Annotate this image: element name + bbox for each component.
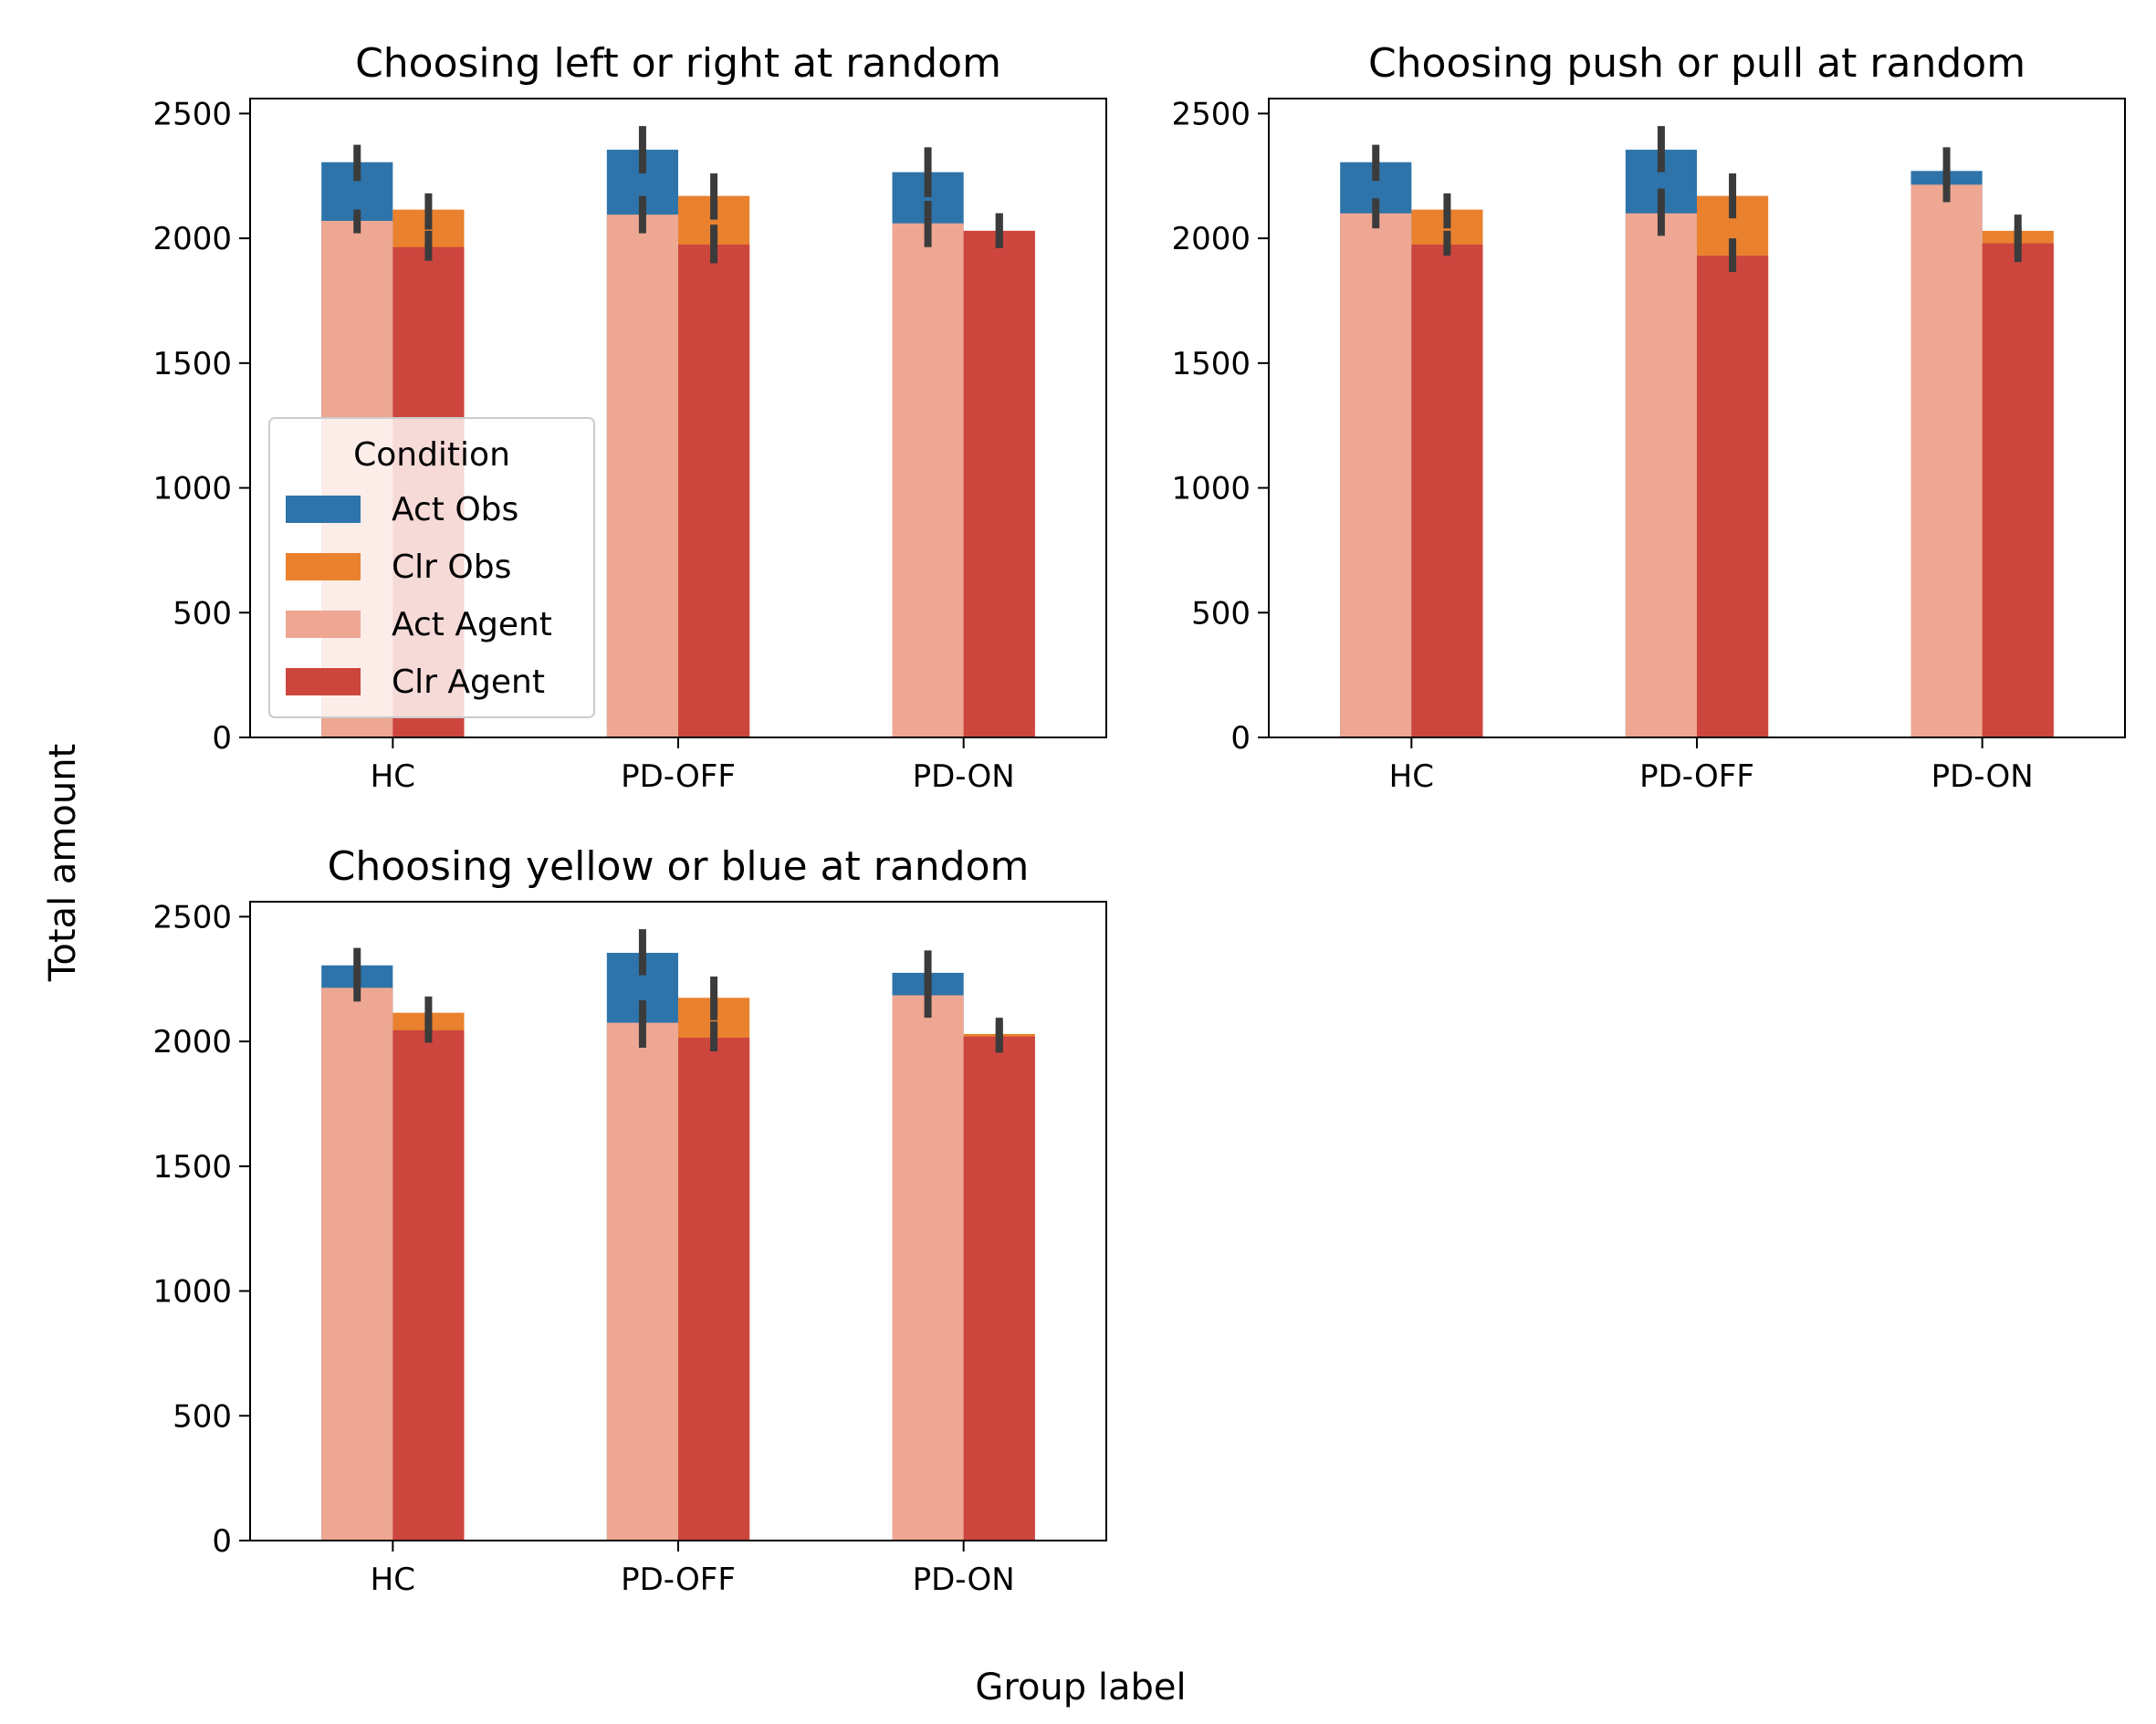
x-tick-label: HC [371, 758, 415, 795]
y-tick-label: 0 [212, 720, 232, 757]
legend-label-clr-obs: Clr Obs [392, 549, 511, 586]
legend-swatch-clr-agent [286, 668, 361, 695]
bar-clr-agent-hc [1411, 244, 1483, 738]
panels: 0 500 1000 1500 2000 2500 HC PD-OFF PD-ON Choosin… [152, 40, 2126, 1598]
panel-3: 0 500 1000 1500 2000 2500 HC PD-OFF PD-ON Choosin… [152, 843, 1107, 1598]
y-tick-label: 1000 [1171, 471, 1251, 507]
y-tick-label: 2500 [152, 96, 232, 132]
bar-act-agent-hc [321, 987, 393, 1541]
x-tick-label: HC [1389, 758, 1434, 795]
legend-box [268, 417, 595, 718]
panel-2: 0 500 1000 1500 2000 2500 HC PD-OFF PD-ON Choosin… [1171, 40, 2126, 795]
bar-act-agent-pd-off [606, 214, 678, 737]
x-tick-label: PD-ON [913, 1562, 1015, 1598]
panel-title: Choosing left or right at random [355, 40, 1001, 87]
legend-label-clr-agent: Clr Agent [392, 663, 545, 701]
panel-title: Choosing yellow or blue at random [328, 843, 1030, 890]
bar-act-agent-pd-off [1625, 213, 1697, 737]
bar-act-agent-pd-off [606, 1022, 678, 1541]
y-tick-label: 2500 [1171, 96, 1251, 132]
bar-act-agent-hc [1340, 213, 1412, 737]
figure-ylabel: Total amount [42, 744, 84, 982]
y-tick-label: 1000 [152, 471, 232, 507]
bar-clr-agent-pd-on [963, 230, 1035, 738]
y-tick-label: 1500 [1171, 346, 1251, 382]
legend-swatch-act-agent [286, 611, 361, 638]
bar-act-agent-pd-on [1910, 184, 1983, 738]
y-tick-label: 500 [173, 1398, 232, 1435]
x-tick-label: PD-ON [913, 758, 1015, 795]
y-tick-label: 1500 [152, 1149, 232, 1186]
y-tick-label: 500 [1191, 595, 1251, 632]
y-tick-label: 2000 [1171, 221, 1251, 257]
bar-act-agent-pd-on [892, 223, 964, 738]
x-tick-label: PD-OFF [621, 1562, 736, 1598]
y-tick-label: 1500 [152, 346, 232, 382]
legend-swatch-clr-obs [286, 553, 361, 580]
x-tick-label: PD-OFF [621, 758, 736, 795]
legend-label-act-agent: Act Agent [392, 606, 552, 643]
bar-clr-agent-pd-on [963, 1036, 1035, 1541]
panel-title: Choosing push or pull at random [1368, 40, 2025, 87]
y-tick-label: 0 [212, 1523, 232, 1560]
legend-swatch-act-obs [286, 496, 361, 523]
legend-title: Condition [353, 436, 510, 474]
x-tick-label: PD-ON [1931, 758, 2034, 795]
bar-clr-agent-hc [392, 1029, 465, 1541]
y-tick-label: 2000 [152, 1024, 232, 1061]
figure-xlabel: Group label [975, 1667, 1186, 1708]
y-tick-label: 1000 [152, 1274, 232, 1311]
x-tick-label: HC [371, 1562, 415, 1598]
bar-clr-agent-pd-off [678, 1038, 750, 1541]
bar-clr-agent-pd-on [1982, 243, 2054, 738]
bar-clr-agent-pd-off [1697, 256, 1769, 737]
legend: Condition Act Obs Clr Obs Act Agent Clr Agen… [268, 417, 595, 718]
legend-label-act-obs: Act Obs [392, 491, 518, 528]
y-tick-label: 2500 [152, 899, 232, 935]
y-tick-label: 2000 [152, 221, 232, 257]
y-tick-label: 500 [173, 595, 232, 632]
x-tick-label: PD-OFF [1639, 758, 1754, 795]
bar-clr-agent-pd-off [678, 244, 750, 738]
bar-act-agent-pd-on [892, 995, 964, 1541]
y-tick-label: 0 [1230, 720, 1251, 757]
